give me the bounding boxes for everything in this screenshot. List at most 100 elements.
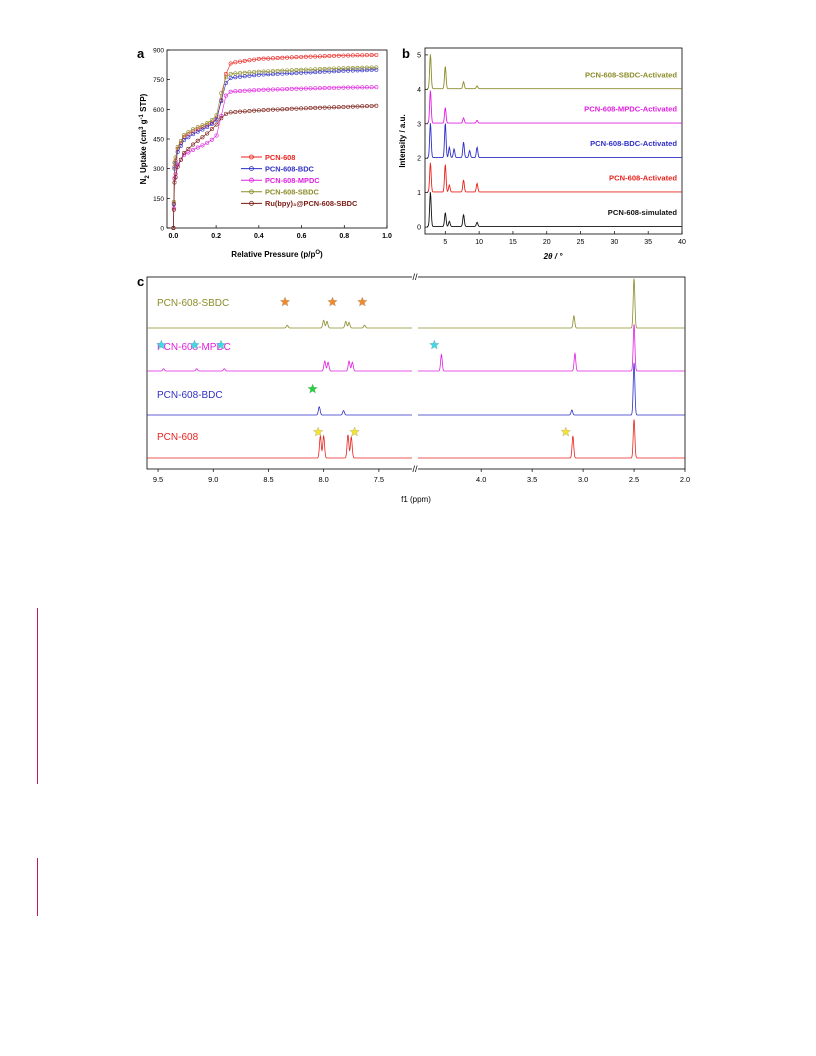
ylabel-part: Uptake (cm	[139, 130, 148, 175]
isotherm-point	[280, 71, 285, 76]
isotherm-point	[205, 140, 210, 145]
panel-a-xlabel: Relative Pressure (p/pO)	[231, 250, 323, 259]
isotherm-point	[308, 70, 313, 75]
isotherm-point	[346, 66, 351, 71]
legend-entry: PCN-608-BDC	[241, 164, 315, 173]
x-tick-label: 5	[443, 239, 447, 246]
isotherm-point	[247, 108, 252, 113]
isotherm-point	[266, 69, 271, 74]
x-tick-label: 0.6	[297, 233, 307, 240]
isotherm-point	[186, 146, 191, 151]
x-tick-label: 9.0	[208, 475, 218, 484]
isotherm-point	[172, 180, 177, 185]
isotherm-point	[178, 157, 183, 162]
isotherm-point	[275, 71, 280, 76]
isotherm-point	[317, 69, 322, 74]
x-tick-label: 0.8	[339, 233, 349, 240]
isotherm-point	[242, 58, 247, 63]
panel-c-series: PCN-608 PCN-608-BDC PCN-608-MPDC PCN-608-SB…	[147, 278, 685, 459]
isotherm-point	[294, 70, 299, 75]
peak-star-marker	[357, 296, 368, 307]
isotherm-point	[322, 105, 327, 110]
isotherm-point	[322, 69, 327, 74]
isotherm-point	[341, 68, 346, 73]
isotherm-point	[275, 87, 280, 92]
isotherm-point	[285, 107, 290, 112]
x-tick-label: 40	[678, 239, 686, 246]
x-tick-label: 8.5	[263, 475, 273, 484]
isotherm-line	[173, 54, 377, 229]
isotherm-point	[332, 53, 337, 58]
isotherm-point	[191, 132, 196, 137]
isotherm-point	[299, 70, 304, 75]
isotherm-point	[336, 105, 341, 110]
isotherm-point	[270, 56, 275, 61]
peak-star-marker	[327, 296, 338, 307]
isotherm-point	[200, 123, 205, 128]
isotherm-point	[219, 91, 224, 96]
isotherm-point	[173, 155, 178, 160]
isotherm-point	[191, 142, 196, 147]
peak-star-marker	[156, 339, 167, 350]
isotherm-point	[280, 87, 285, 92]
isotherm-point	[299, 86, 304, 91]
isotherm-point	[186, 130, 191, 135]
isotherm-point	[303, 70, 308, 75]
panel-label-a: a	[137, 46, 145, 61]
isotherm-point	[303, 54, 308, 59]
isotherm-point	[374, 85, 379, 90]
isotherm-point	[209, 121, 214, 126]
isotherm-point	[209, 137, 214, 142]
y-tick-label: 1	[417, 190, 421, 197]
nmr-spectrum: PCN-608-SBDC	[147, 278, 685, 329]
isotherm-point	[200, 135, 205, 140]
peak-star-marker	[307, 383, 318, 394]
y-tick-label: 0	[160, 226, 164, 233]
isotherm-point	[200, 127, 205, 132]
pxrd-line	[427, 90, 682, 124]
peak-star-marker	[215, 339, 227, 350]
isotherm-point	[313, 67, 318, 72]
isotherm-line	[173, 86, 377, 229]
isotherm-point	[327, 54, 332, 59]
isotherm-point	[346, 53, 351, 58]
isotherm-point	[327, 85, 332, 90]
legend-swatch-marker	[249, 177, 254, 183]
isotherm-point	[346, 68, 351, 73]
isotherm-point	[195, 138, 200, 143]
isotherm-point	[247, 70, 252, 75]
panel-b-ylabel: Intensity / a.u.	[398, 114, 407, 167]
isotherm-point	[228, 110, 233, 115]
panel-b-frame	[424, 47, 683, 235]
panel-c-axes: 9.5 9.0 8.5 8.0 7.5 4.0 3.5 3.0 2.5 2.0 // //	[153, 272, 690, 484]
nmr-line	[418, 362, 685, 416]
isotherm-point	[228, 75, 233, 80]
isotherm-point	[350, 68, 355, 73]
isotherm-point	[171, 207, 176, 212]
isotherm-point	[191, 147, 196, 152]
legend-entry: PCN-608	[241, 153, 295, 162]
isotherm-point	[266, 87, 271, 92]
legend-entry: PCN-608-MPDC	[241, 176, 320, 185]
y-tick-label: 3	[417, 121, 421, 128]
isotherm-point	[374, 65, 379, 70]
isotherm-point	[289, 55, 294, 60]
isotherm-point	[350, 104, 355, 109]
isotherm-point	[355, 85, 360, 90]
isotherm-point	[275, 68, 280, 73]
isotherm-point	[219, 116, 224, 121]
isotherm-point	[364, 65, 369, 70]
x-tick-label: 8.0	[319, 475, 329, 484]
isotherm-point	[261, 72, 266, 77]
isotherm-point	[256, 72, 261, 77]
peak-star-marker	[349, 426, 360, 437]
isotherm-point	[350, 65, 355, 70]
legend-entry: PCN-608-SBDC	[241, 188, 319, 197]
x-tick-label: 3.0	[578, 475, 588, 484]
pxrd-pattern: PCN-608-MPDC-Activated	[427, 90, 682, 124]
x-tick-label: 2.5	[629, 475, 639, 484]
panel-a-isotherm: a 0.0 0.2 0.4 0.6 0.8 1.00150300450600750900 …	[137, 46, 392, 259]
axis-break-mark: //	[412, 272, 418, 282]
nmr-spectrum: PCN-608-BDC	[147, 362, 685, 416]
x-tick-label: 4.0	[476, 475, 486, 484]
